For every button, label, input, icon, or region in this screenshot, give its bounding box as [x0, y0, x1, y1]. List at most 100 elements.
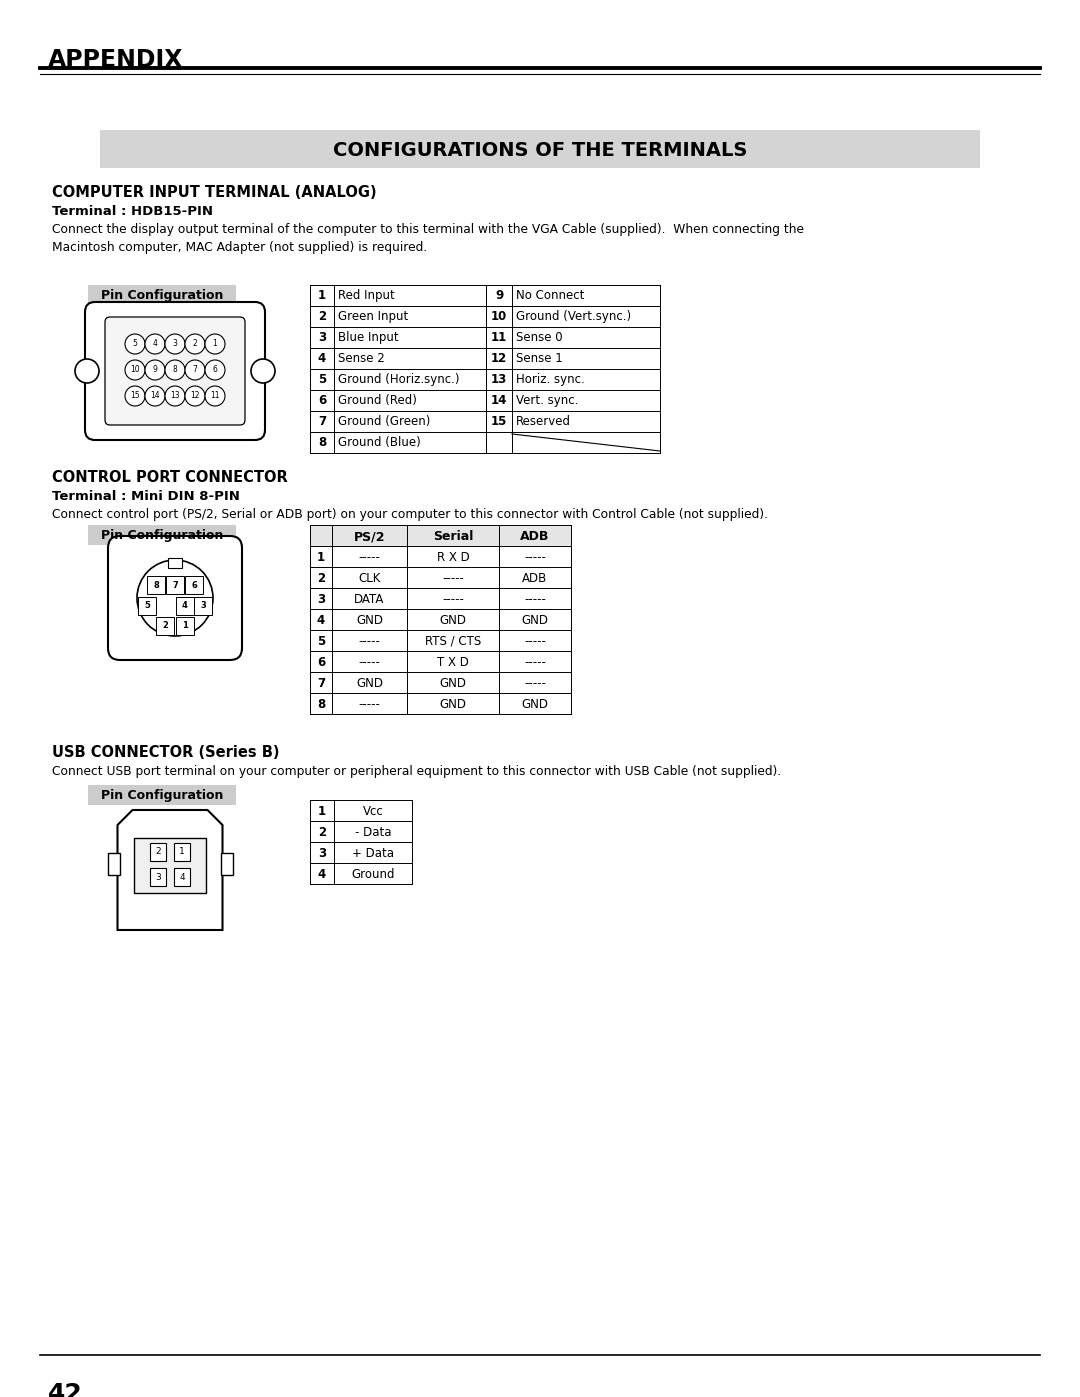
Text: Ground (Blue): Ground (Blue): [338, 436, 421, 448]
Text: ADB: ADB: [521, 529, 550, 543]
Text: 3: 3: [200, 602, 206, 610]
FancyBboxPatch shape: [174, 868, 190, 886]
Text: No Connect: No Connect: [516, 289, 584, 302]
Text: USB CONNECTOR (Series B): USB CONNECTOR (Series B): [52, 745, 280, 760]
Text: -----: -----: [442, 592, 464, 606]
Text: Horiz. sync.: Horiz. sync.: [516, 373, 584, 386]
Text: 6: 6: [318, 394, 326, 407]
Text: 2: 2: [318, 310, 326, 323]
Text: 5: 5: [316, 636, 325, 648]
Text: 6: 6: [316, 657, 325, 669]
Text: -----: -----: [359, 698, 380, 711]
Text: 8: 8: [316, 698, 325, 711]
Text: -----: -----: [524, 657, 545, 669]
FancyBboxPatch shape: [194, 597, 212, 615]
Text: 14: 14: [490, 394, 508, 407]
FancyBboxPatch shape: [174, 842, 190, 861]
Text: 3: 3: [173, 339, 177, 348]
Text: PS/2: PS/2: [354, 529, 386, 543]
Text: 6: 6: [213, 366, 217, 374]
Text: Pin Configuration: Pin Configuration: [100, 289, 224, 303]
Text: Ground (Red): Ground (Red): [338, 394, 417, 407]
Text: 7: 7: [192, 366, 198, 374]
Text: 8: 8: [173, 366, 177, 374]
Circle shape: [205, 360, 225, 380]
Text: -----: -----: [524, 636, 545, 648]
Text: Ground (Horiz.sync.): Ground (Horiz.sync.): [338, 373, 459, 386]
FancyBboxPatch shape: [185, 576, 203, 594]
Circle shape: [185, 334, 205, 353]
Text: 4: 4: [318, 868, 326, 882]
Text: RTS / CTS: RTS / CTS: [424, 636, 481, 648]
Text: Ground (Green): Ground (Green): [338, 415, 430, 427]
Circle shape: [145, 334, 165, 353]
Text: CONTROL PORT CONNECTOR: CONTROL PORT CONNECTOR: [52, 469, 287, 485]
Text: APPENDIX: APPENDIX: [48, 47, 184, 73]
Text: 2: 2: [162, 622, 167, 630]
Text: 5: 5: [133, 339, 137, 348]
Circle shape: [205, 334, 225, 353]
FancyBboxPatch shape: [87, 785, 237, 805]
Text: 2: 2: [316, 571, 325, 585]
Text: 9: 9: [495, 289, 503, 302]
Text: Red Input: Red Input: [338, 289, 395, 302]
Text: GND: GND: [440, 698, 467, 711]
Text: -----: -----: [524, 550, 545, 564]
Text: -----: -----: [359, 550, 380, 564]
Circle shape: [165, 386, 185, 407]
Polygon shape: [118, 810, 222, 930]
Text: -----: -----: [524, 592, 545, 606]
Text: Vcc: Vcc: [363, 805, 383, 819]
Text: -----: -----: [524, 678, 545, 690]
Circle shape: [125, 360, 145, 380]
Text: -----: -----: [359, 636, 380, 648]
Circle shape: [185, 386, 205, 407]
Text: 4: 4: [183, 602, 188, 610]
Text: Sense 0: Sense 0: [516, 331, 563, 344]
FancyBboxPatch shape: [87, 525, 237, 545]
Text: 3: 3: [156, 873, 161, 882]
Text: 11: 11: [491, 331, 508, 344]
Text: ADB: ADB: [523, 571, 548, 585]
Text: GND: GND: [522, 698, 549, 711]
Text: GND: GND: [356, 615, 383, 627]
FancyBboxPatch shape: [147, 576, 165, 594]
Text: Terminal : Mini DIN 8-PIN: Terminal : Mini DIN 8-PIN: [52, 490, 240, 503]
Text: Sense 2: Sense 2: [338, 352, 384, 365]
Circle shape: [205, 386, 225, 407]
FancyBboxPatch shape: [105, 317, 245, 425]
Text: Sense 1: Sense 1: [516, 352, 563, 365]
Circle shape: [137, 560, 213, 636]
Text: Reserved: Reserved: [516, 415, 571, 427]
Text: 3: 3: [316, 592, 325, 606]
Text: 10: 10: [491, 310, 508, 323]
Text: 1: 1: [318, 289, 326, 302]
Text: 4: 4: [152, 339, 158, 348]
FancyBboxPatch shape: [156, 617, 174, 636]
Text: 14: 14: [150, 391, 160, 401]
Text: Pin Configuration: Pin Configuration: [100, 529, 224, 542]
FancyBboxPatch shape: [108, 536, 242, 659]
Text: GND: GND: [522, 615, 549, 627]
Circle shape: [145, 386, 165, 407]
Text: 15: 15: [490, 415, 508, 427]
Text: GND: GND: [440, 615, 467, 627]
Text: -----: -----: [359, 657, 380, 669]
Text: Green Input: Green Input: [338, 310, 408, 323]
Text: COMPUTER INPUT TERMINAL (ANALOG): COMPUTER INPUT TERMINAL (ANALOG): [52, 184, 377, 200]
FancyBboxPatch shape: [176, 617, 194, 636]
Text: 13: 13: [491, 373, 508, 386]
Text: + Data: + Data: [352, 847, 394, 861]
Text: 4: 4: [316, 615, 325, 627]
Text: Serial: Serial: [433, 529, 473, 543]
Text: 11: 11: [211, 391, 219, 401]
Text: 4: 4: [179, 873, 185, 882]
Circle shape: [165, 334, 185, 353]
Text: Connect control port (PS/2, Serial or ADB port) on your computer to this connect: Connect control port (PS/2, Serial or AD…: [52, 509, 768, 521]
Circle shape: [75, 359, 99, 383]
FancyBboxPatch shape: [108, 854, 120, 875]
Text: 1: 1: [316, 550, 325, 564]
FancyBboxPatch shape: [310, 525, 571, 546]
Text: 42: 42: [48, 1382, 83, 1397]
Text: 5: 5: [318, 373, 326, 386]
